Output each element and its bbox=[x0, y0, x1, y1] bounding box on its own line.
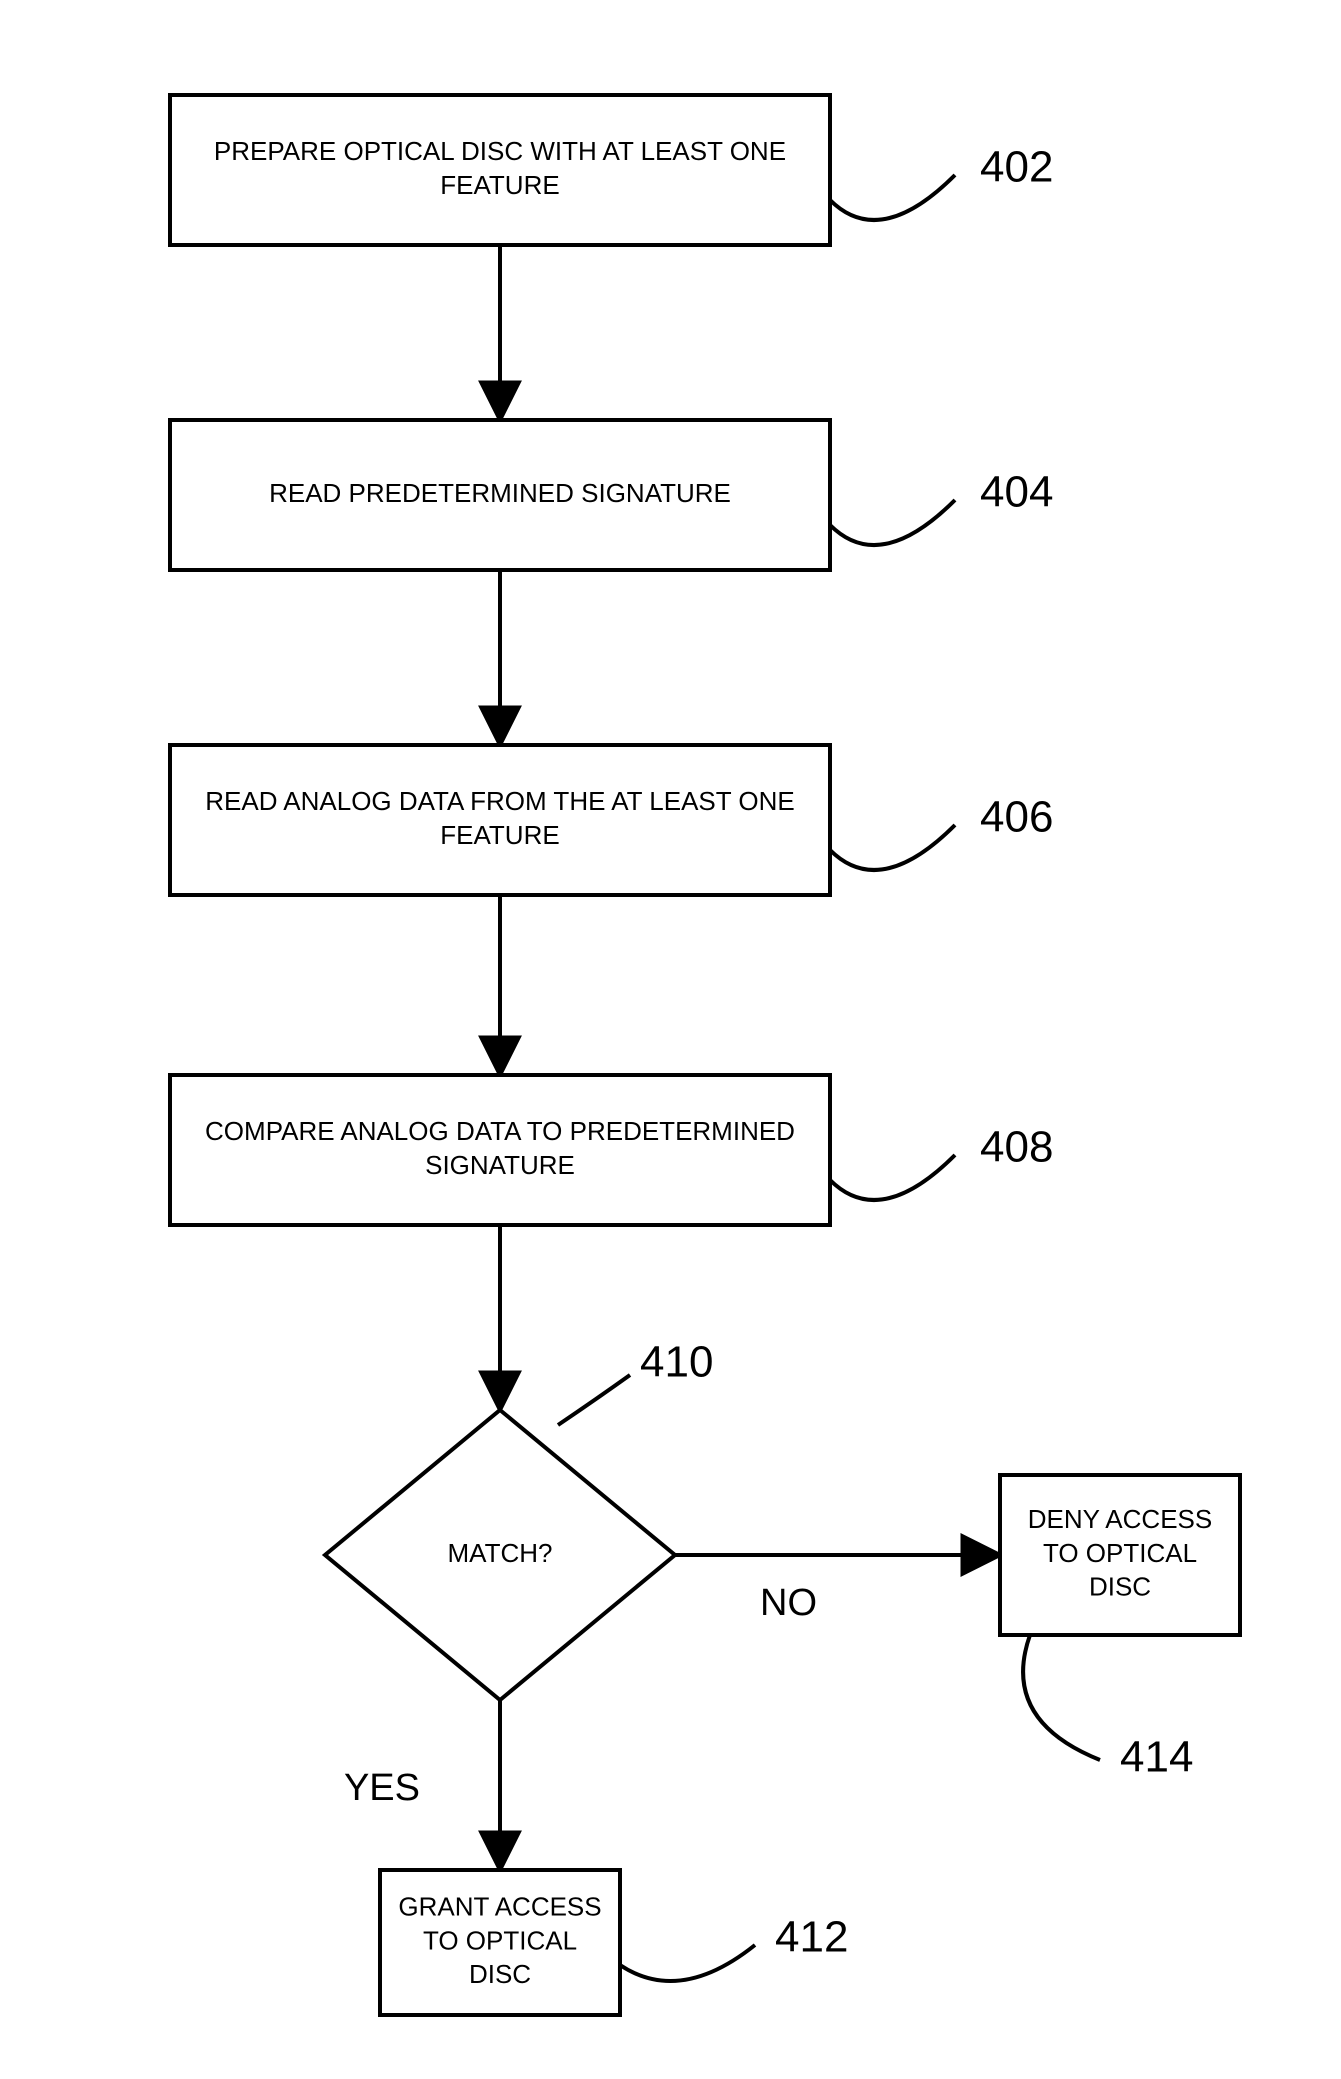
node-n402-text-1: FEATURE bbox=[440, 170, 559, 200]
ref-404: 404 bbox=[980, 468, 1053, 517]
leader-n404 bbox=[830, 500, 955, 545]
node-n406-text-0: READ ANALOG DATA FROM THE AT LEAST ONE bbox=[205, 786, 794, 816]
node-n404-text-0: READ PREDETERMINED SIGNATURE bbox=[269, 478, 731, 508]
ref-406: 406 bbox=[980, 793, 1053, 842]
flowchart-canvas: YES NO PREPARE OPTICAL DISC WITH AT LEAST … bbox=[0, 0, 1341, 2079]
ref-408: 408 bbox=[980, 1123, 1053, 1172]
leader-n414 bbox=[1023, 1635, 1100, 1760]
ref-410: 410 bbox=[640, 1338, 713, 1387]
node-n414-text-1: TO OPTICAL bbox=[1043, 1538, 1197, 1568]
node-n406-text-1: FEATURE bbox=[440, 820, 559, 850]
leader-n412 bbox=[620, 1945, 755, 1981]
node-n412: GRANT ACCESSTO OPTICAL DISC 412 bbox=[380, 1870, 848, 2015]
node-n404: READ PREDETERMINED SIGNATURE 404 bbox=[170, 420, 1053, 570]
node-n408-text-1: SIGNATURE bbox=[425, 1150, 575, 1180]
ref-414: 414 bbox=[1120, 1733, 1193, 1782]
edge-label-no: NO bbox=[760, 1582, 817, 1624]
node-n414-text-2: DISC bbox=[1089, 1572, 1151, 1602]
leader-n402 bbox=[830, 175, 955, 220]
node-n408: COMPARE ANALOG DATA TO PREDETERMINED SIGN… bbox=[170, 1075, 1053, 1225]
ref-412: 412 bbox=[775, 1913, 848, 1962]
node-n408-text-0: COMPARE ANALOG DATA TO PREDETERMINED bbox=[205, 1116, 795, 1146]
edge-label-yes: YES bbox=[344, 1767, 420, 1809]
node-n414: DENY ACCESS TO OPTICAL DISC 414 bbox=[1000, 1475, 1240, 1782]
node-n412-text-2: DISC bbox=[469, 1959, 531, 1989]
node-n412-text-0: GRANT ACCESS bbox=[398, 1892, 601, 1922]
leader-n408 bbox=[830, 1155, 955, 1200]
node-n410: MATCH? 410 bbox=[325, 1338, 713, 1700]
node-n402-text-0: PREPARE OPTICAL DISC WITH AT LEAST ONE bbox=[214, 136, 786, 166]
node-n414-text-0: DENY ACCESS bbox=[1028, 1504, 1212, 1534]
node-n402: PREPARE OPTICAL DISC WITH AT LEAST ONE FE… bbox=[170, 95, 1053, 245]
ref-402: 402 bbox=[980, 143, 1053, 192]
node-n412-text-1: TO OPTICAL bbox=[423, 1925, 577, 1955]
node-n406: READ ANALOG DATA FROM THE AT LEAST ONE FE… bbox=[170, 745, 1053, 895]
leader-n406 bbox=[830, 825, 955, 870]
leader-n410 bbox=[558, 1375, 630, 1425]
node-n410-text-0: MATCH? bbox=[448, 1538, 553, 1568]
